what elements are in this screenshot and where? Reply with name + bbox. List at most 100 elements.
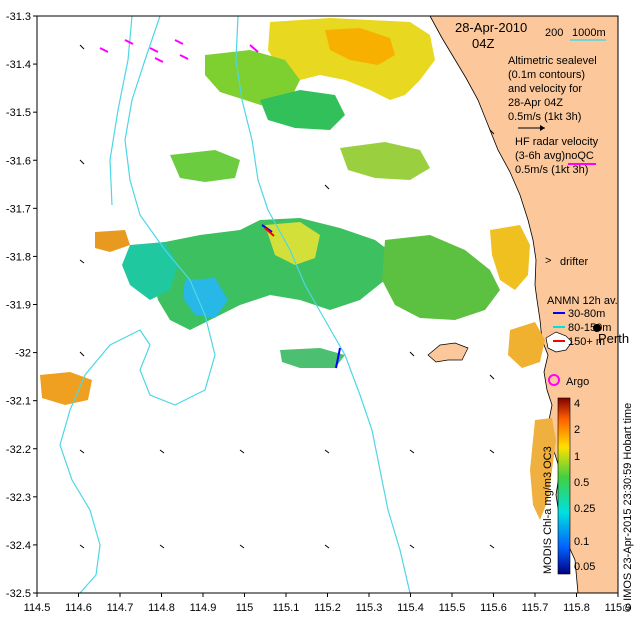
x-tick-label: 115.9 bbox=[605, 602, 632, 614]
argo-marker bbox=[548, 374, 560, 386]
hf-radar-arrow bbox=[124, 39, 134, 45]
hf-radar-arrow bbox=[174, 39, 184, 45]
altimetry-arrow bbox=[159, 544, 165, 549]
argo-label: Argo bbox=[566, 376, 589, 388]
x-tick-label: 115.8 bbox=[563, 602, 590, 614]
y-tick-label: -32.3 bbox=[6, 492, 31, 504]
mooring-arrow-blue-south bbox=[335, 347, 341, 369]
hf-radar-arrow bbox=[179, 54, 189, 60]
x-tick-label: 115.6 bbox=[480, 602, 507, 614]
hf-radar-arrow bbox=[149, 47, 159, 53]
isobath-1000m bbox=[59, 15, 216, 594]
y-tick-label: -31.7 bbox=[6, 203, 31, 215]
altimetry-arrow bbox=[79, 259, 85, 264]
colorbar bbox=[557, 397, 571, 575]
y-tick-label: -32.2 bbox=[6, 444, 31, 456]
perth-label: Perth bbox=[598, 331, 629, 346]
isobaths bbox=[59, 15, 411, 594]
altimetry-legend-line-4: 28-Apr 04Z bbox=[508, 97, 563, 109]
x-tick-label: 114.5 bbox=[24, 602, 51, 614]
hf-radar-arrows bbox=[99, 39, 259, 63]
chl-patch-rottnest bbox=[280, 348, 345, 368]
altimetry-arrow bbox=[409, 351, 415, 357]
altimetry-arrow bbox=[79, 44, 85, 50]
y-axis: -31.3 -31.4 -31.5 -31.6 -31.7 -31.8 -31.9 -32 -3… bbox=[6, 11, 37, 600]
chl-patch-cyan bbox=[183, 278, 228, 318]
x-tick-label: 115.7 bbox=[522, 602, 549, 614]
altimetry-arrow bbox=[79, 159, 85, 165]
chl-patch-center-yellow bbox=[265, 222, 320, 265]
altimetry-legend-line-1: Altimetric sealevel bbox=[508, 55, 597, 67]
colorbar-tick: 1 bbox=[574, 451, 580, 463]
chl-patch-north-core bbox=[325, 28, 395, 65]
y-tick-label: -31.4 bbox=[6, 59, 31, 71]
altimetry-arrow bbox=[409, 544, 415, 549]
hf-legend-line-3: 0.5m/s (1kt 3h) bbox=[515, 164, 588, 176]
anmn-mooring-arrows bbox=[261, 224, 341, 369]
altimetry-arrow bbox=[324, 544, 330, 549]
y-tick-label: -31.6 bbox=[6, 155, 31, 167]
altimetry-arrow bbox=[409, 449, 415, 454]
isobath-200m bbox=[235, 15, 411, 594]
altimetry-arrow bbox=[79, 544, 85, 549]
altimetry-legend-line-3: and velocity for bbox=[508, 83, 582, 95]
chl-patch-near-perth bbox=[508, 322, 545, 368]
y-tick-label: -31.5 bbox=[6, 107, 31, 119]
anmn-label-3: 150+ m bbox=[568, 336, 605, 348]
y-tick-label: -32.4 bbox=[6, 540, 31, 552]
chl-patch-upper-mid bbox=[260, 90, 345, 130]
x-tick-label: 114.8 bbox=[148, 602, 175, 614]
x-axis: 114.5 114.6 114.7 114.8 114.9 115 115.1 115.2 11… bbox=[24, 593, 632, 614]
colorbar-tick: 4 bbox=[574, 398, 580, 410]
altimetry-arrow bbox=[239, 544, 245, 549]
x-tick-label: 115.2 bbox=[314, 602, 341, 614]
x-tick-label: 114.9 bbox=[190, 602, 217, 614]
x-tick-label: 114.7 bbox=[107, 602, 134, 614]
chl-patch-mid-band bbox=[170, 150, 240, 182]
altimetry-arrow bbox=[324, 449, 330, 454]
drifter-marker: > bbox=[545, 255, 551, 267]
perth-marker bbox=[593, 324, 601, 332]
chl-patch-west-small bbox=[95, 230, 130, 252]
x-tick-label: 114.6 bbox=[65, 602, 92, 614]
chl-patch-south-shelf bbox=[530, 418, 556, 520]
altimetry-legend-arrowhead bbox=[540, 125, 545, 131]
y-tick-label: -31.3 bbox=[6, 11, 31, 23]
hf-legend-line-1: HF radar velocity bbox=[515, 136, 599, 148]
altimetry-arrow bbox=[489, 129, 495, 135]
altimetry-arrow bbox=[79, 351, 85, 357]
chl-patch-west-coast bbox=[40, 372, 92, 405]
y-tick-label: -32.5 bbox=[6, 588, 31, 600]
mooring-arrow-red bbox=[264, 227, 275, 237]
map-date: 28-Apr-2010 bbox=[455, 20, 527, 35]
altimetry-legend-line-5: 0.5m/s (1kt 3h) bbox=[508, 111, 581, 123]
hf-radar-arrow bbox=[99, 47, 109, 53]
isobath-1000m-west bbox=[109, 15, 133, 206]
depth-legend-200: 200 bbox=[545, 27, 563, 39]
altimetry-arrow bbox=[489, 449, 495, 454]
chl-patch-center-west bbox=[122, 242, 178, 300]
x-tick-label: 115.4 bbox=[397, 602, 424, 614]
colorbar-ticks: 4 2 1 0.5 0.25 0.1 0.05 bbox=[574, 398, 595, 573]
colorbar-tick: 0.1 bbox=[574, 536, 589, 548]
y-tick-label: -32.1 bbox=[6, 396, 31, 408]
y-tick-label: -32 bbox=[15, 348, 31, 360]
altimetry-arrow bbox=[239, 449, 245, 454]
rottnest-island bbox=[427, 342, 469, 363]
map-time: 04Z bbox=[472, 36, 494, 51]
colorbar-title: MODIS Chl-a mg/m3 OC3 bbox=[542, 446, 554, 574]
depth-legend-1000: 1000m bbox=[572, 27, 606, 39]
x-tick-label: 115.5 bbox=[439, 602, 466, 614]
hf-radar-arrow bbox=[154, 57, 164, 63]
altimetry-arrow bbox=[79, 449, 85, 454]
chl-patch-shelf-yellow bbox=[490, 225, 530, 290]
x-tick-label: 115.1 bbox=[273, 602, 300, 614]
credit-text: © IMOS 23-Apr-2015 23:30:59 Hobart time bbox=[622, 403, 634, 612]
y-tick-label: -31.8 bbox=[6, 251, 31, 263]
anmn-label-2: 80-150m bbox=[568, 322, 611, 334]
altimetry-arrow bbox=[324, 184, 330, 190]
chl-patch-east bbox=[382, 235, 500, 320]
x-tick-label: 115 bbox=[236, 602, 254, 614]
altimetry-arrows bbox=[79, 44, 495, 549]
